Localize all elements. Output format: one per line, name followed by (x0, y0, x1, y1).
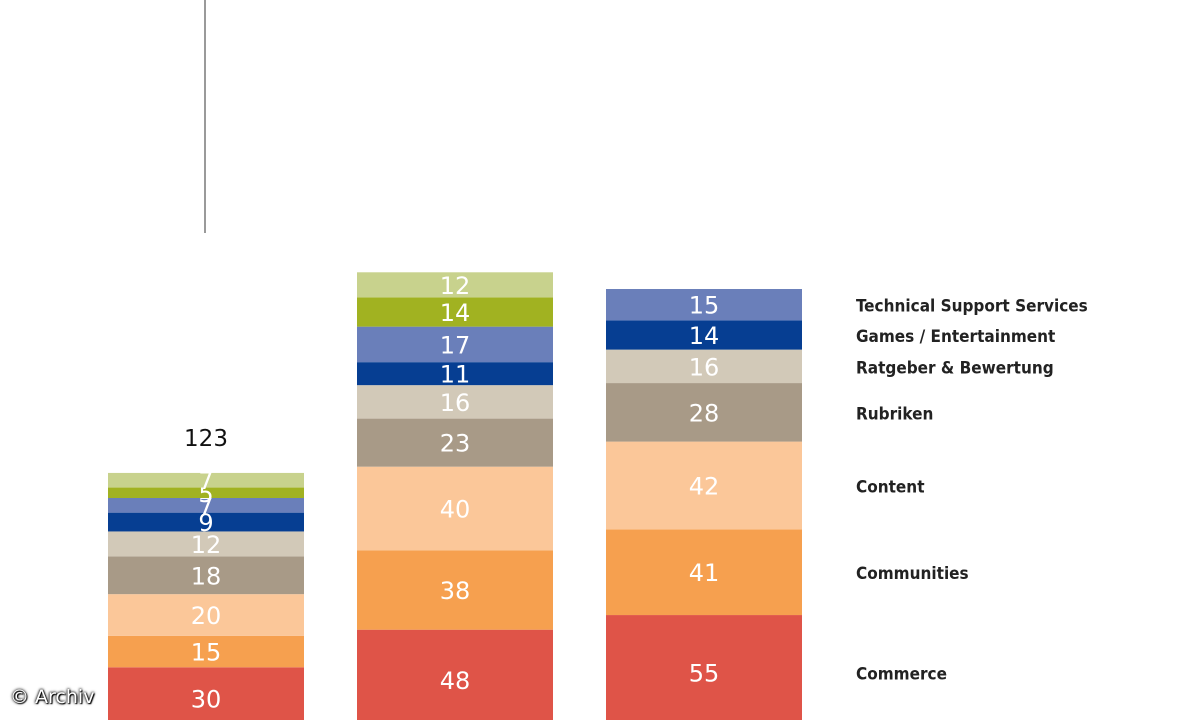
data-label: 11 (440, 361, 471, 389)
data-label: 7 (198, 467, 213, 495)
total-label: 123 (184, 426, 228, 452)
data-label: 38 (440, 577, 471, 605)
image-credit: © Archiv (10, 686, 95, 708)
bar-segment (357, 297, 553, 327)
bar-segment (606, 383, 802, 442)
data-label: 12 (440, 272, 471, 300)
bar-segment (108, 487, 304, 499)
bar-segment (108, 556, 304, 595)
data-label: 48 (440, 667, 471, 695)
bar-segment (108, 667, 304, 720)
bar-segment (357, 326, 553, 363)
bar-segment (108, 512, 304, 532)
data-label: 17 (440, 331, 471, 359)
data-label: 20 (191, 602, 222, 630)
data-label: 55 (689, 660, 720, 688)
data-label: 16 (440, 389, 471, 417)
bar-segment (108, 472, 304, 488)
bar-segment (357, 418, 553, 467)
data-label: 16 (689, 353, 720, 381)
data-label: 41 (689, 559, 720, 587)
legend-label: Rubriken (856, 404, 933, 424)
bar-segment (606, 529, 802, 616)
legend-label: Technical Support Services (856, 297, 1088, 317)
bar-segment (606, 289, 802, 321)
bar-segment (357, 362, 553, 386)
data-label: 28 (689, 399, 720, 427)
bar-segment (357, 550, 553, 630)
data-label: 18 (191, 562, 222, 590)
bar-segment (108, 498, 304, 513)
legend-label: Ratgeber & Bewertung (856, 358, 1054, 378)
data-label: 9 (198, 509, 213, 537)
bar-segment (357, 385, 553, 419)
bar-segment (606, 441, 802, 530)
data-label: 12 (191, 531, 222, 559)
bar-segment (108, 531, 304, 557)
data-label: 42 (689, 472, 720, 500)
data-label: 14 (689, 322, 720, 350)
bar-segment (357, 466, 553, 551)
bar-segment (108, 594, 304, 636)
bar-segment (606, 320, 802, 350)
legend-label: Games / Entertainment (856, 327, 1055, 347)
data-label: 30 (191, 686, 222, 714)
bar-segment (357, 272, 553, 298)
data-label: 15 (689, 292, 720, 320)
bar-segment (606, 349, 802, 384)
data-label: 14 (440, 299, 471, 327)
data-label: 15 (191, 639, 222, 667)
data-label: 40 (440, 495, 471, 523)
bar-segment (606, 615, 802, 720)
bar-segment (357, 629, 553, 720)
data-label: 7 (198, 492, 213, 520)
legend-label: Communities (856, 564, 969, 584)
bar-segment (108, 635, 304, 668)
data-label: 23 (440, 430, 471, 458)
legend-label: Commerce (856, 665, 947, 685)
legend-label: Content (856, 477, 925, 497)
